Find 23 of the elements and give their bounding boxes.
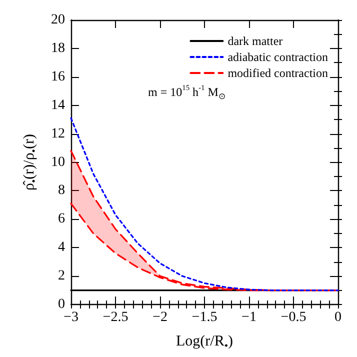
x-tick-label: −3 [64, 310, 78, 325]
y-tick-label: 16 [51, 69, 65, 84]
y-tick-label: 2 [58, 268, 65, 284]
x-axis-title: Log(r/R•) [176, 333, 233, 352]
y-tick-label: 18 [51, 40, 65, 56]
x-tick-label: −2 [152, 310, 168, 325]
x-tick-label: −1 [242, 310, 256, 325]
x-tick-label: −1.5 [192, 310, 218, 325]
y-tick-label: 0 [58, 297, 65, 312]
y-tick-label: 8 [58, 183, 65, 198]
y-tick-label: 4 [58, 240, 65, 256]
y-tick-label: 20 [51, 12, 65, 28]
y-tick-label: 6 [58, 212, 65, 227]
legend-label: modified contraction [228, 66, 328, 80]
y-tick-label: 12 [51, 126, 65, 142]
legend-label: adiabatic contraction [228, 50, 328, 64]
y-tick-label: 14 [51, 98, 65, 113]
x-tick-label: 0 [334, 310, 342, 325]
y-tick-label: 10 [51, 154, 65, 170]
x-tick-label: −0.5 [280, 310, 306, 325]
y-axis-title: ρ̂•(r)/ρ•(r) [21, 134, 40, 190]
legend-label: dark matter [228, 34, 283, 48]
x-tick-label: −2.5 [102, 310, 128, 325]
